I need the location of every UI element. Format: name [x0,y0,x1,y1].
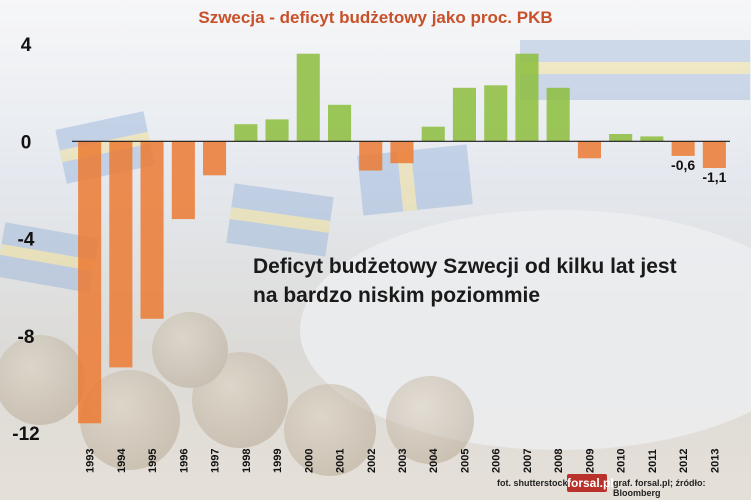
x-tick-label-1995: 1995 [147,449,159,473]
bar-1993 [78,141,102,424]
annotation-line-2: na bardzo niskim poziommie [253,284,541,307]
photo-credit: fot. shutterstock [497,478,568,488]
x-tick-label-2011: 2011 [647,449,659,473]
x-tick-label-2004: 2004 [428,448,440,473]
bar-2006 [484,85,508,142]
x-tick-label-2006: 2006 [491,449,503,473]
y-axis-ticks: 4 0 -4 -8 -12 [12,35,39,445]
x-tick-label-1993: 1993 [85,449,97,473]
x-tick-label-2001: 2001 [335,449,347,473]
bar-2013 [702,141,726,168]
bar-2009 [577,141,601,159]
bar-2005 [452,87,476,142]
chart-annotation: Deficyt budżetowy Szwecji od kilku lat j… [253,252,723,310]
bar-2011 [640,136,664,142]
data-label-2013: -1,1 [702,169,726,185]
x-tick-label-2003: 2003 [397,449,409,473]
y-tick-label: -12 [12,424,39,445]
chart-title: Szwecja - deficyt budżetowy jako proc. P… [198,8,553,27]
x-tick-label-2002: 2002 [366,449,378,473]
bars-group [78,53,726,424]
x-tick-label-2013: 2013 [709,449,721,473]
bar-1998 [234,124,258,142]
bar-2007 [515,53,539,142]
x-tick-label-2009: 2009 [584,449,596,473]
x-tick-label-2012: 2012 [678,449,690,473]
source-credit: graf. forsal.pl; źródło: Bloomberg [613,478,706,498]
x-tick-label-1999: 1999 [272,449,284,473]
bar-2000 [296,53,320,142]
annotation-line-1: Deficyt budżetowy Szwecji od kilku lat j… [253,255,677,278]
x-tick-label-1997: 1997 [210,449,222,473]
bar-1994 [109,141,133,368]
bar-1996 [171,141,195,220]
bar-2012 [671,141,695,156]
bar-2004 [421,126,445,142]
bar-2003 [390,141,414,164]
data-label-2012: -0,6 [671,157,695,173]
x-tick-label-1994: 1994 [116,448,128,473]
x-tick-label-2007: 2007 [522,449,534,473]
y-tick-label: 0 [21,132,32,153]
x-tick-label-2010: 2010 [616,449,628,473]
x-tick-label-1996: 1996 [178,449,190,473]
bar-2002 [359,141,383,171]
bar-1999 [265,119,289,142]
data-labels: -0,6 -1,1 [671,157,727,185]
x-tick-label-2008: 2008 [553,449,565,473]
x-axis-ticks: 1993 1994 1995 1996 1997 1998 1999 2000 2001 2002… [85,448,722,473]
bar-1995 [140,141,164,319]
bar-1997 [203,141,227,176]
x-tick-label-2005: 2005 [460,449,472,473]
y-tick-label: 4 [21,35,32,56]
bar-2001 [328,104,352,142]
y-tick-label: -4 [18,230,35,251]
forsal-logo: forsal.pl [567,474,614,492]
y-tick-label: -8 [18,327,35,348]
x-tick-label-1998: 1998 [241,449,253,473]
x-tick-label-2000: 2000 [303,449,315,473]
bar-2008 [546,87,570,142]
bar-2010 [609,134,633,142]
